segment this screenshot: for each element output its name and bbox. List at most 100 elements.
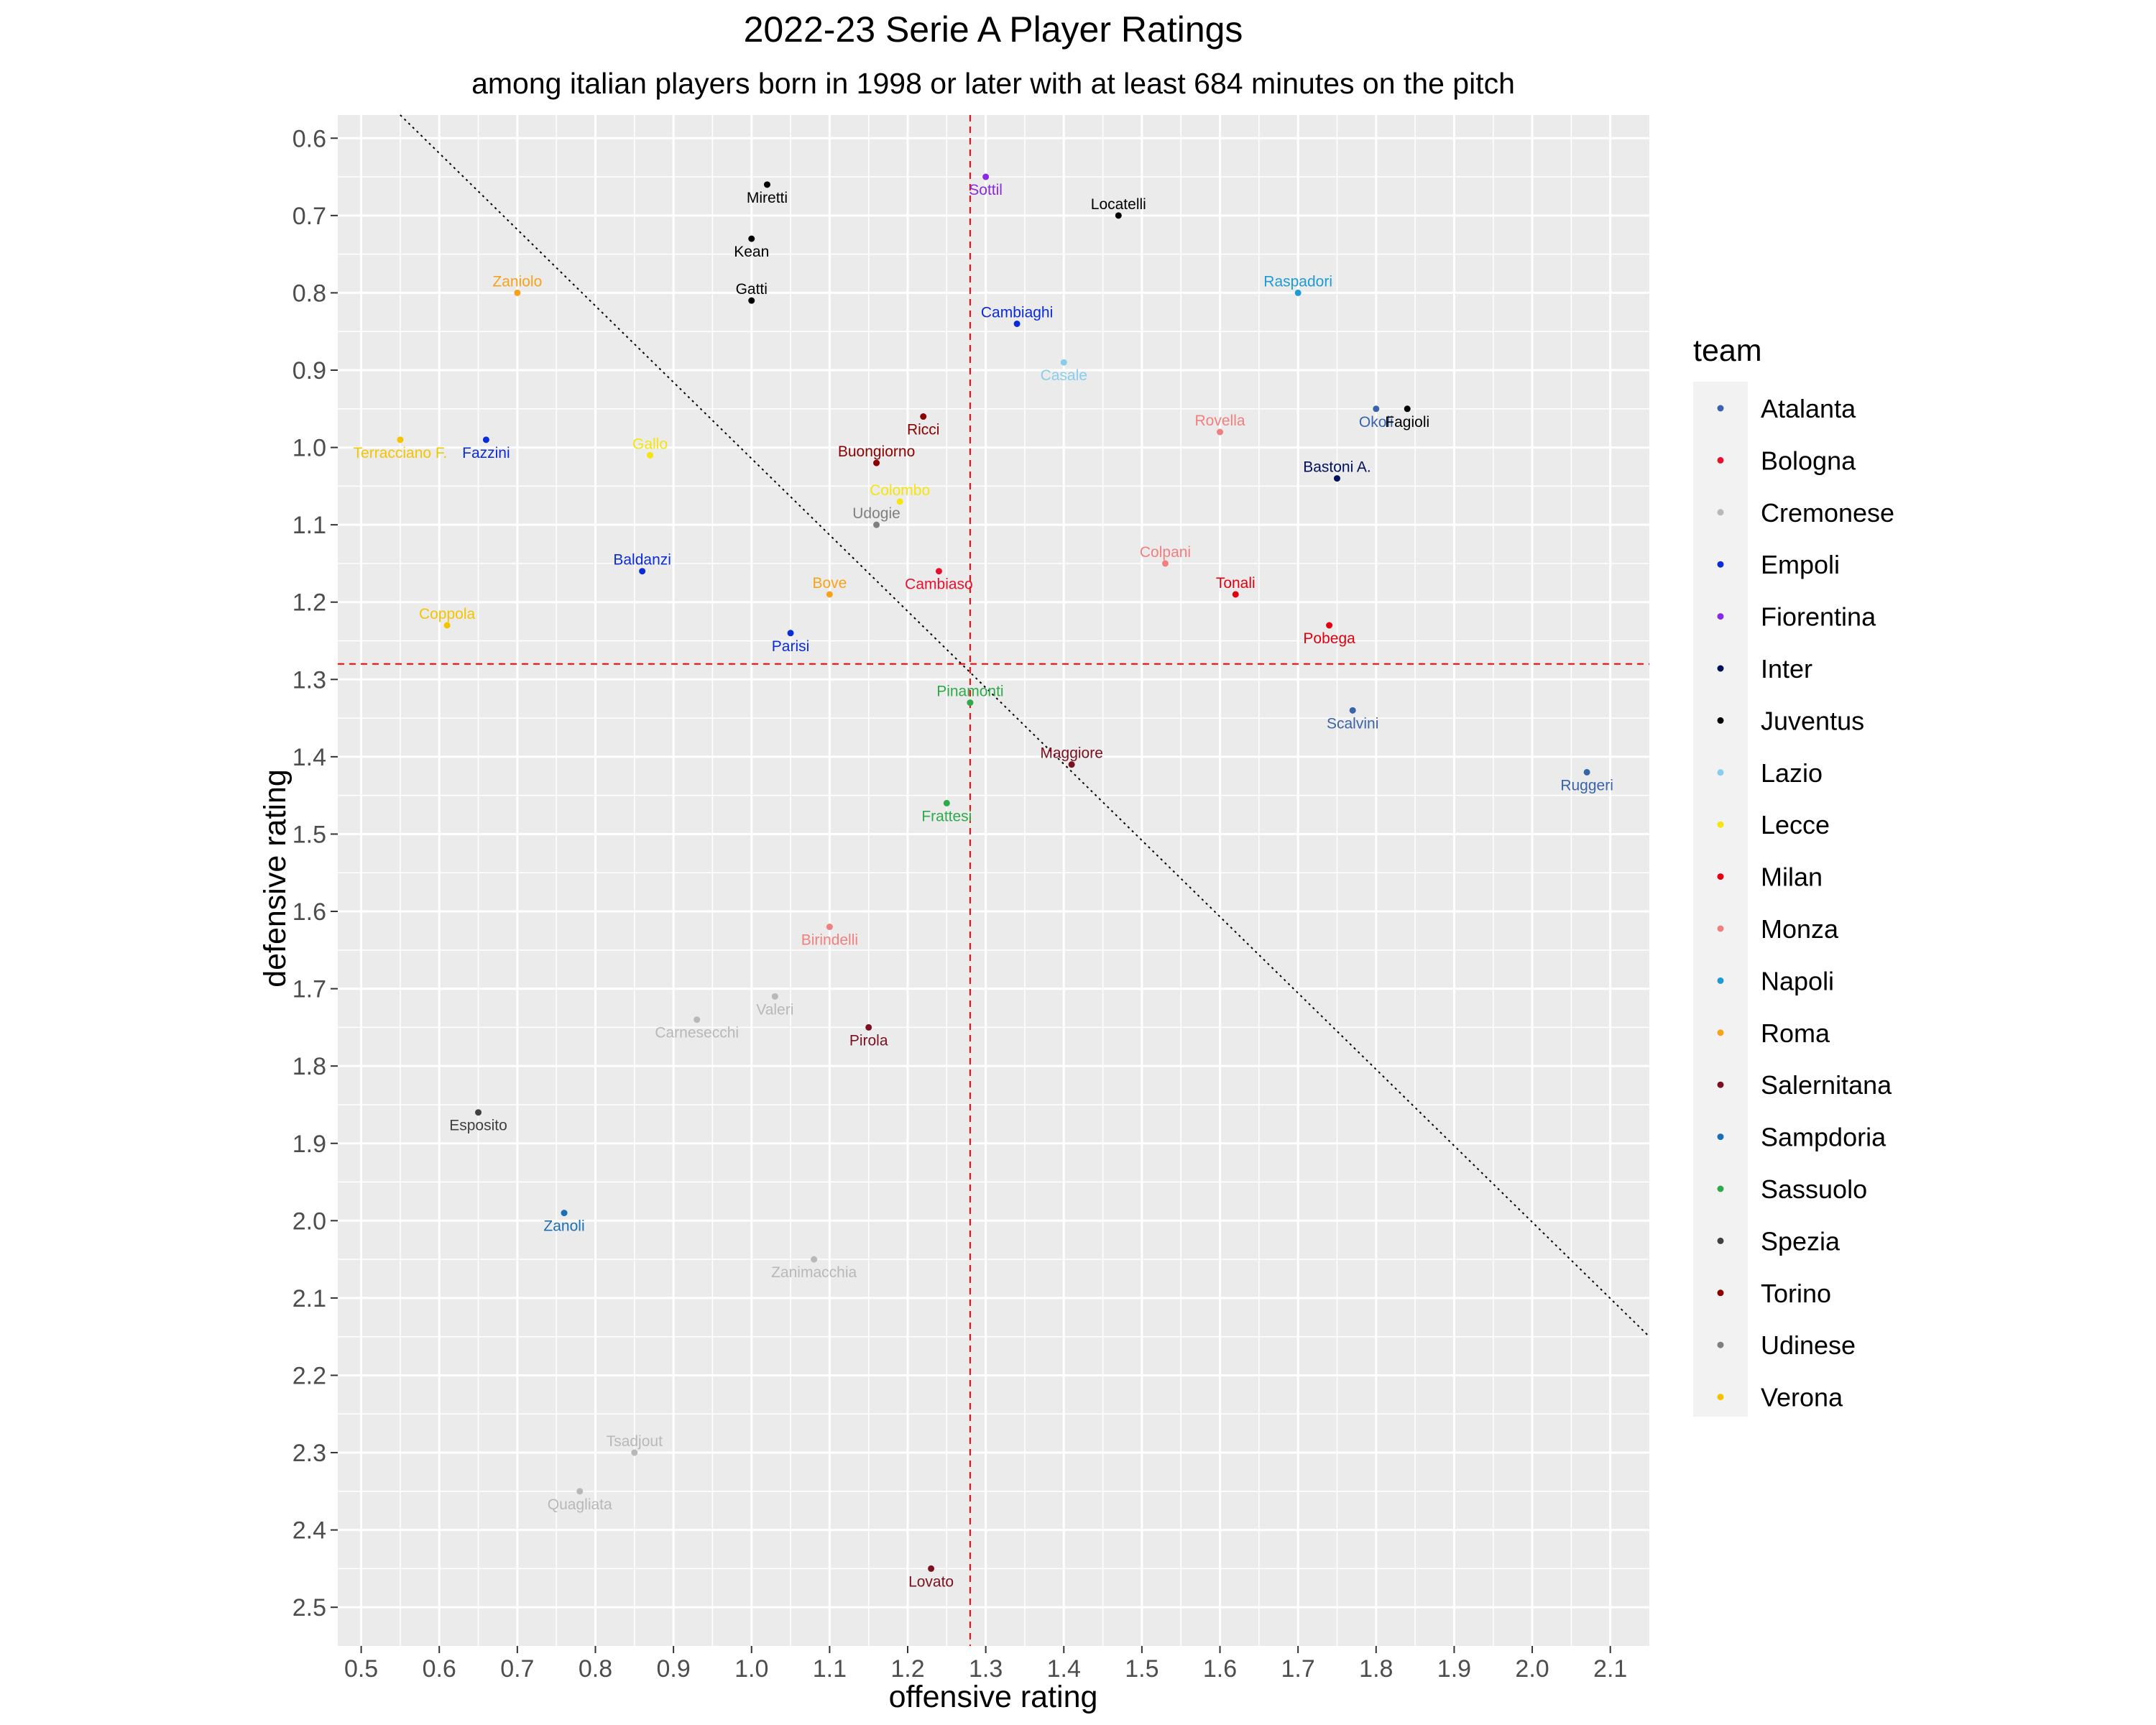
y-tick-label: 0.7 — [292, 203, 326, 230]
x-tick-label: 1.2 — [890, 1655, 924, 1683]
data-point — [826, 591, 833, 598]
y-tick-label: 1.1 — [292, 512, 326, 539]
point-label: Pobega — [1303, 630, 1355, 647]
point-label: Maggiore — [1040, 745, 1103, 762]
data-point — [811, 1256, 818, 1263]
data-point — [482, 436, 489, 443]
point-label: Tonali — [1216, 575, 1256, 592]
point-label: Locatelli — [1091, 196, 1146, 213]
point-label: Okoli — [1359, 414, 1393, 431]
y-tick-label: 1.7 — [292, 976, 326, 1003]
y-tick-label: 1.3 — [292, 666, 326, 694]
chart-title: 2022-23 Serie A Player Ratings — [744, 9, 1243, 50]
data-point — [920, 413, 927, 420]
y-tick-label: 1.0 — [292, 435, 326, 462]
data-point — [639, 568, 646, 575]
legend-label: Roma — [1761, 1018, 1830, 1048]
point-label: Birindelli — [801, 932, 858, 949]
legend-key — [1717, 613, 1724, 620]
legend-label: Fiorentina — [1761, 602, 1876, 632]
y-tick-label: 1.8 — [292, 1053, 326, 1080]
reference-lines — [338, 114, 1650, 1646]
legend-key — [1717, 1237, 1724, 1244]
point-label: Buongiorno — [838, 443, 915, 460]
data-point — [1349, 707, 1356, 714]
legend-label: Verona — [1761, 1383, 1843, 1412]
data-point — [1333, 475, 1340, 482]
legend-label: Juventus — [1761, 706, 1864, 735]
legend-label: Milan — [1761, 862, 1823, 892]
point-label: Kean — [734, 244, 769, 260]
legend-label: Napoli — [1761, 966, 1834, 995]
x-tick-label: 1.5 — [1125, 1655, 1158, 1683]
point-label: Fazzini — [462, 445, 510, 461]
data-point — [1326, 622, 1333, 629]
legend-label: Sassuolo — [1761, 1174, 1867, 1204]
data-point — [748, 297, 755, 304]
data-point — [873, 521, 880, 528]
x-tick-label: 0.5 — [344, 1655, 378, 1683]
x-tick-label: 1.1 — [813, 1655, 847, 1683]
data-point — [576, 1488, 584, 1495]
x-tick-label: 0.9 — [656, 1655, 690, 1683]
data-point — [1294, 289, 1302, 296]
legend-key — [1717, 405, 1724, 412]
data-point — [1013, 320, 1021, 327]
points-layer: Miretti Sottil Locatelli Kean Zaniolo Gatti Ra… — [354, 173, 1613, 1590]
y-tick-label: 2.4 — [292, 1517, 326, 1545]
point-label: Miretti — [747, 190, 788, 206]
y-tick-label: 1.9 — [292, 1131, 326, 1158]
x-axis: 0.5 0.6 0.7 0.8 0.9 1.0 1.1 1.2 1.3 1.4 1.5 1.6 1.7 1… — [344, 1646, 1627, 1683]
x-tick-label: 0.8 — [579, 1655, 612, 1683]
data-point — [771, 993, 778, 1000]
data-point — [631, 1449, 638, 1456]
point-label: Ruggeri — [1560, 777, 1613, 794]
y-axis: 0.6 0.7 0.8 0.9 1.0 1.1 1.2 1.3 1.4 1.5 1.6 1.7 1.8 1… — [292, 125, 338, 1622]
point-label: Raspadori — [1263, 273, 1332, 290]
data-point — [561, 1210, 568, 1217]
point-label: Bastoni A. — [1303, 459, 1371, 476]
legend-key — [1717, 1133, 1724, 1141]
data-point — [1404, 405, 1411, 413]
point-label: Pirola — [849, 1032, 888, 1049]
plot-panel — [338, 115, 1649, 1646]
y-tick-label: 1.5 — [292, 821, 326, 848]
legend-key — [1717, 1394, 1724, 1401]
legend: team Atalanta Bologna Cremonese Empoli Fiore… — [1693, 334, 1894, 1417]
point-label: Colombo — [870, 482, 930, 499]
legend-label: Cremonese — [1761, 498, 1894, 528]
data-point — [748, 235, 755, 242]
x-tick-label: 1.8 — [1359, 1655, 1393, 1683]
point-label: Quagliata — [548, 1496, 612, 1513]
data-point — [1373, 405, 1380, 413]
legend-key — [1717, 456, 1724, 464]
x-tick-label: 0.7 — [500, 1655, 534, 1683]
y-tick-label: 2.5 — [292, 1594, 326, 1622]
chart-subtitle: among italian players born in 1998 or la… — [471, 67, 1515, 100]
point-label: Zanoli — [543, 1218, 584, 1235]
data-point — [865, 1024, 872, 1031]
y-tick-label: 2.0 — [292, 1208, 326, 1235]
point-label: Sottil — [969, 182, 1003, 198]
y-tick-label: 1.4 — [292, 744, 326, 771]
point-label: Terracciano F. — [354, 445, 448, 461]
legend-key — [1717, 561, 1724, 568]
point-label: Gallo — [632, 436, 668, 452]
legend-key — [1717, 1289, 1724, 1297]
y-axis-title: defensive rating — [258, 769, 292, 988]
x-tick-label: 0.6 — [423, 1655, 456, 1683]
legend-label: Salernitana — [1761, 1070, 1892, 1100]
legend-key — [1717, 1081, 1724, 1088]
x-tick-label: 2.1 — [1593, 1655, 1627, 1683]
legend-key — [1717, 873, 1724, 880]
x-tick-label: 1.4 — [1047, 1655, 1081, 1683]
data-point — [896, 498, 903, 505]
point-label: Pinamonti — [936, 684, 1003, 700]
point-label: Casale — [1041, 367, 1087, 384]
legend-label: Lecce — [1761, 810, 1830, 840]
data-point — [647, 451, 654, 459]
y-tick-label: 2.3 — [292, 1440, 326, 1467]
y-tick-label: 0.9 — [292, 357, 326, 385]
y-tick-label: 2.1 — [292, 1285, 326, 1312]
